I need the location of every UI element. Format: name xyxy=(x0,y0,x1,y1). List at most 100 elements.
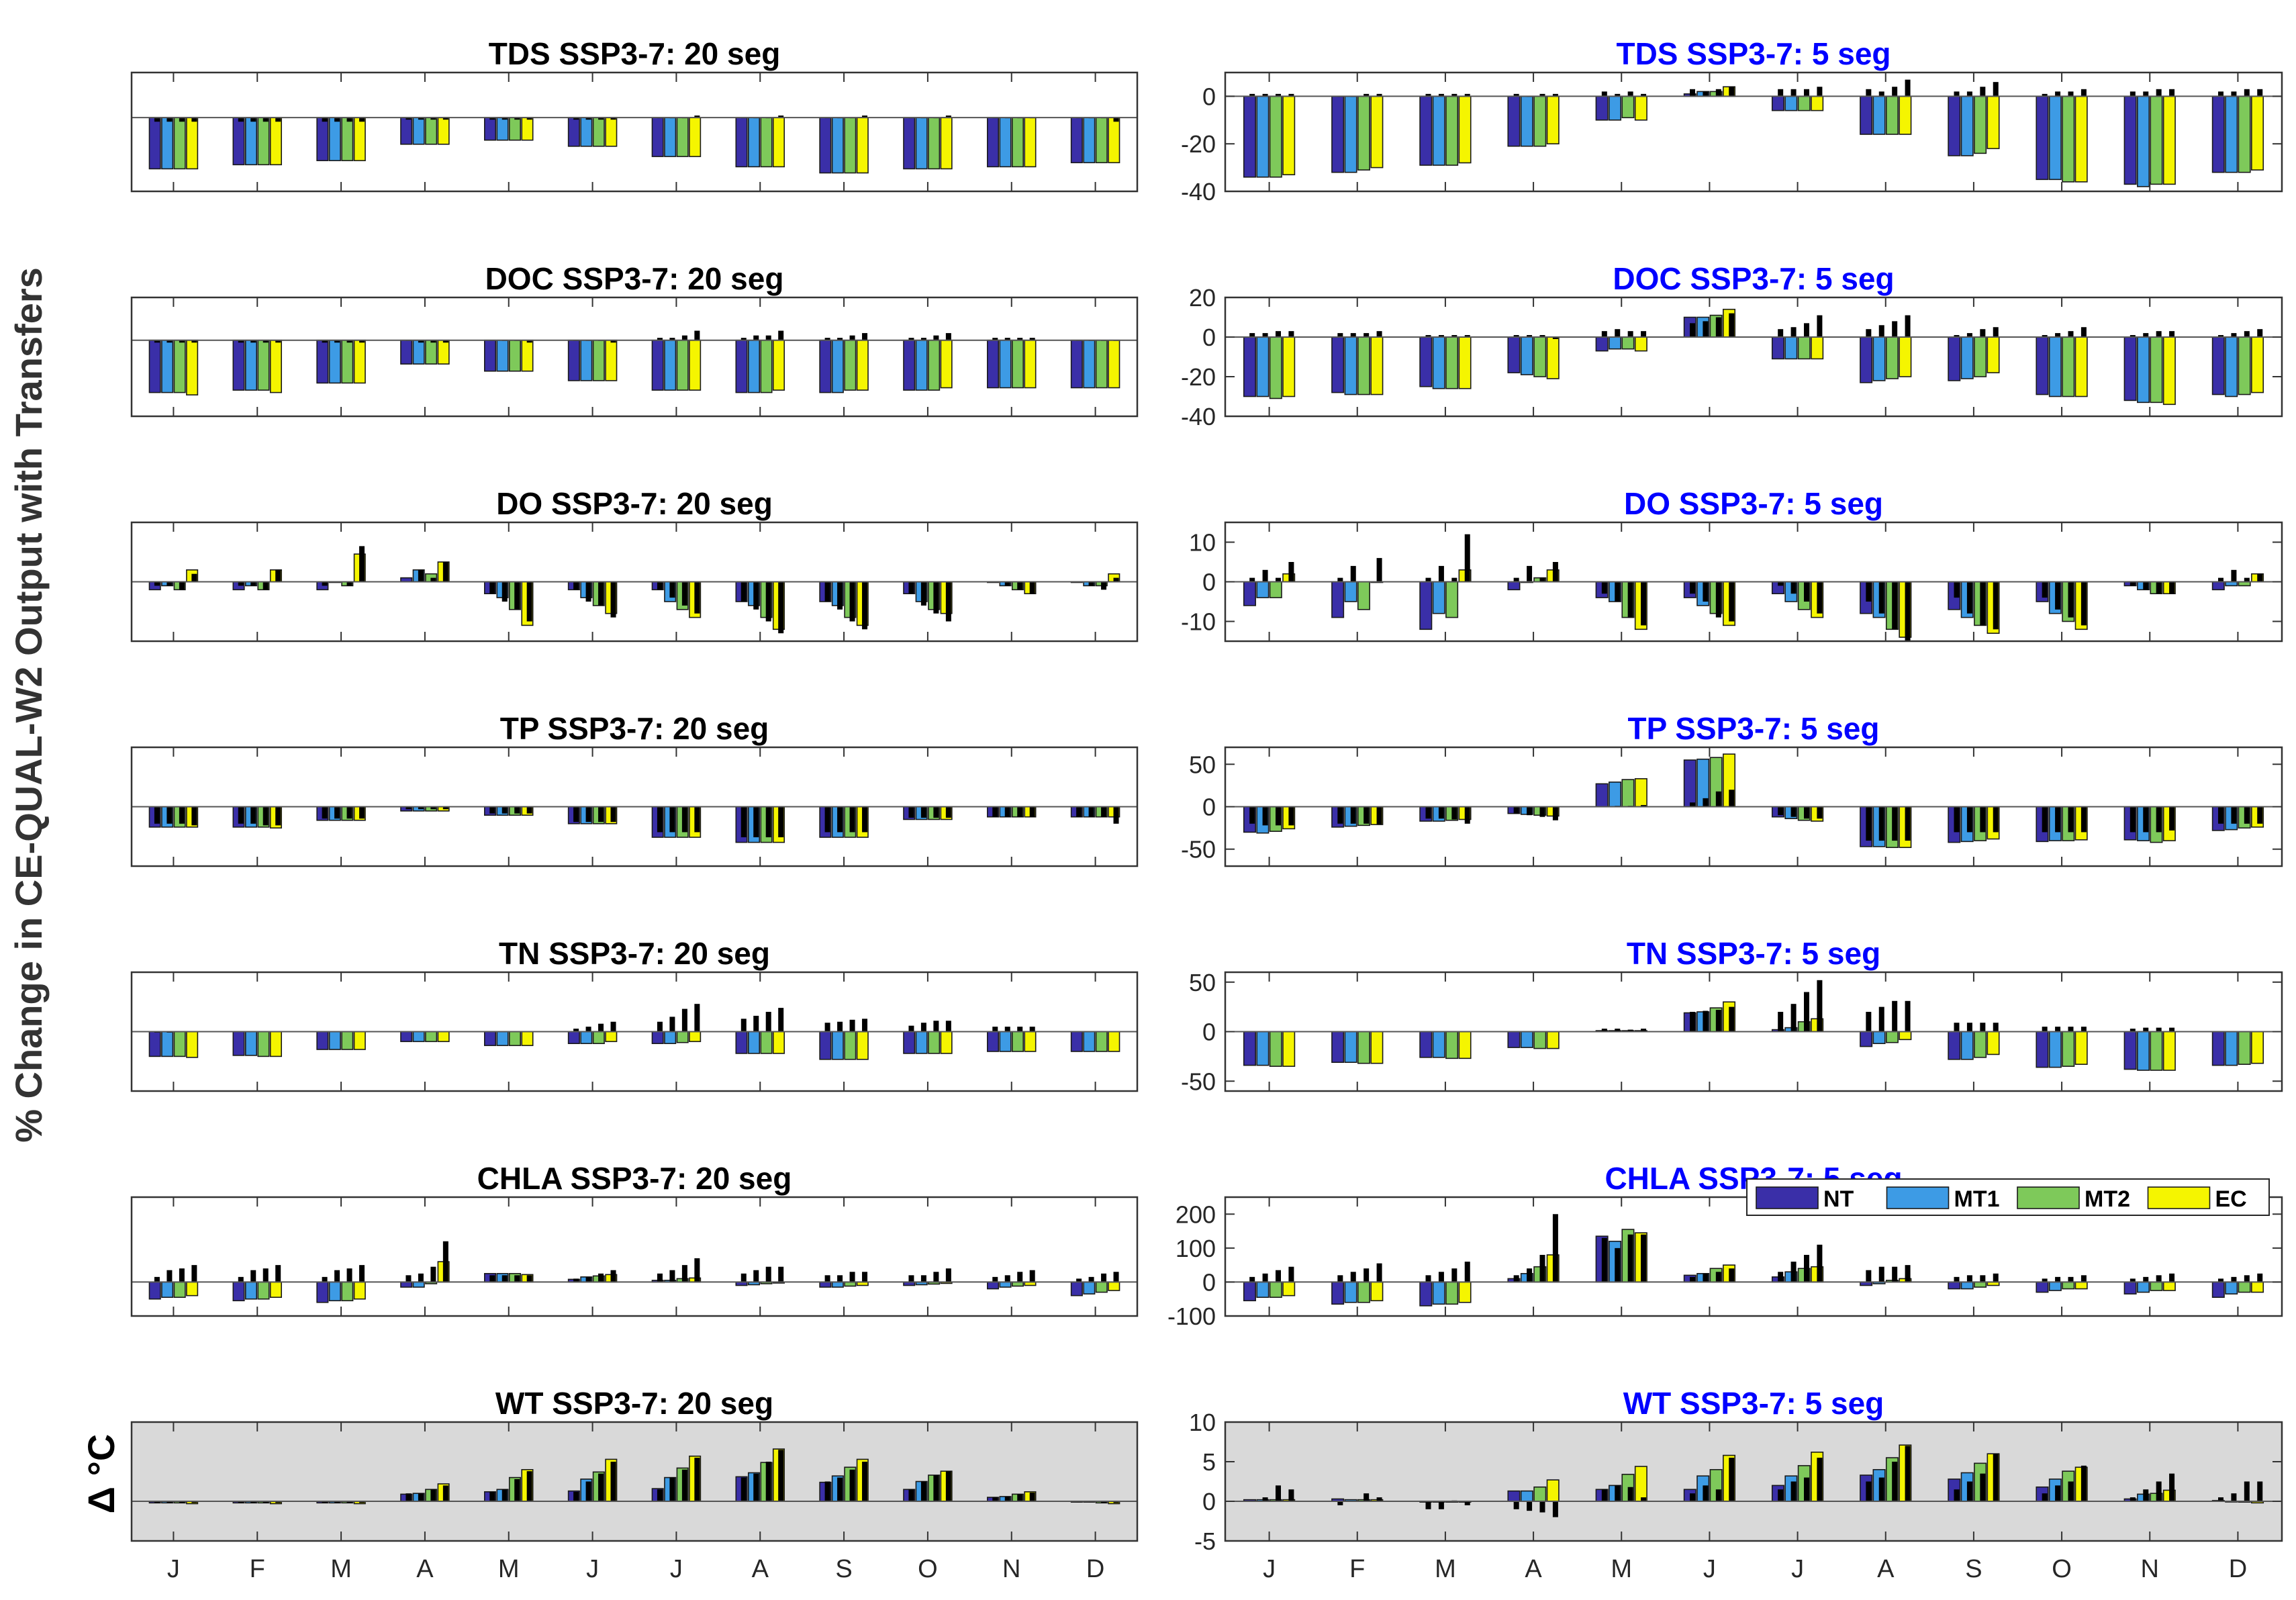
bar-nt-7 xyxy=(651,339,664,391)
bar-mt1-8 xyxy=(747,117,761,168)
overlay-bar xyxy=(1262,1497,1268,1501)
bar-mt1-9 xyxy=(1960,1281,1974,1290)
overlay-bar xyxy=(2042,581,2048,598)
bar-mt1-6 xyxy=(580,339,593,381)
bar-nt-12 xyxy=(2211,1281,2225,1298)
overlay-bar xyxy=(1878,1006,1884,1032)
bar-nt-4 xyxy=(1507,95,1521,147)
overlay-bar xyxy=(1993,327,1999,337)
bar-nt-9 xyxy=(819,339,832,393)
overlay-bar xyxy=(933,1021,939,1032)
overlay-bar xyxy=(2080,581,2087,626)
overlay-bar xyxy=(250,1270,256,1282)
overlay-bar xyxy=(322,806,328,819)
panel-doc-ssp3-7-20seg: DOC SSP3-7: 20 seg xyxy=(130,261,1139,418)
overlay-bar xyxy=(1601,1489,1607,1501)
overlay-bar xyxy=(740,1273,747,1282)
overlay-bar xyxy=(334,806,340,819)
bar-mt1-6 xyxy=(580,117,593,147)
bar-ec-2 xyxy=(269,339,283,393)
overlay-bar xyxy=(694,1258,700,1282)
overlay-bar xyxy=(2042,1493,2048,1501)
overlay-bar xyxy=(933,335,939,340)
overlay-bar xyxy=(1878,1477,1884,1501)
overlay-bar xyxy=(1892,1266,1898,1282)
bar-nt-2 xyxy=(1331,581,1345,618)
bar-mt1-10 xyxy=(2048,336,2062,397)
overlay-bar xyxy=(1601,581,1607,594)
overlay-bar xyxy=(1878,1266,1884,1282)
overlay-bar xyxy=(1641,93,1647,97)
overlay-bar xyxy=(573,1029,579,1032)
bar-mt2-10 xyxy=(2062,1281,2075,1290)
bar-nt-1 xyxy=(148,1031,161,1057)
overlay-bar xyxy=(501,806,508,814)
bar-mt2-2 xyxy=(1357,581,1370,610)
bar-ec-11 xyxy=(2162,95,2176,185)
overlay-bar xyxy=(657,1489,663,1501)
bar-nt-12 xyxy=(2211,336,2225,395)
overlay-bar xyxy=(933,1272,939,1282)
overlay-bar xyxy=(1980,329,1986,337)
bar-mt2-1 xyxy=(1269,581,1282,598)
month-label: A xyxy=(416,1555,434,1583)
overlay-bar xyxy=(275,806,281,826)
bar-ec-1 xyxy=(186,339,199,395)
bar-mt2-4 xyxy=(1533,1486,1547,1502)
overlay-bar xyxy=(1425,1275,1431,1282)
overlay-bar xyxy=(1690,323,1696,337)
bar-nt-12 xyxy=(1070,339,1083,389)
overlay-bar xyxy=(1029,806,1035,817)
overlay-bar xyxy=(1601,331,1607,337)
overlay-bar xyxy=(418,569,424,582)
bar-mt2-1 xyxy=(1269,95,1282,178)
bar-mt1-11 xyxy=(2137,95,2150,187)
overlay-bar xyxy=(179,581,185,590)
overlay-bar xyxy=(681,335,687,340)
bar-mt1-4 xyxy=(412,1031,425,1043)
bar-mt2-7 xyxy=(676,1031,689,1043)
bar-ec-5 xyxy=(521,339,534,372)
overlay-bar xyxy=(1866,329,1872,337)
overlay-bar xyxy=(418,806,424,810)
overlay-bar xyxy=(585,1276,591,1282)
bar-ec-12 xyxy=(2251,336,2264,393)
bar-nt-4 xyxy=(400,339,413,365)
overlay-bar xyxy=(1866,1012,1872,1032)
overlay-bar xyxy=(669,806,675,833)
overlay-bar xyxy=(920,581,926,606)
overlay-bar xyxy=(1513,1275,1519,1282)
overlay-bar xyxy=(908,338,914,340)
overlay-bar xyxy=(2244,1275,2250,1282)
y-tick-label: 100 xyxy=(1176,1235,1216,1262)
bar-mt2-1 xyxy=(173,1281,186,1298)
bar-mt1-12 xyxy=(1083,1281,1096,1295)
panel-tp-ssp3-7-5seg: TP SSP3-7: 5 seg 50 0 -50 xyxy=(1181,711,2283,867)
overlay-bar xyxy=(1778,1012,1784,1032)
overlay-bar xyxy=(1539,1254,1545,1282)
month-label: N xyxy=(1002,1555,1020,1583)
overlay-bar xyxy=(1993,581,1999,630)
overlay-bar xyxy=(359,546,365,582)
overlay-bar xyxy=(945,581,951,622)
overlay-bar xyxy=(1288,93,1294,97)
bar-mt1-7 xyxy=(664,117,677,157)
bar-mt2-2 xyxy=(1357,95,1370,171)
overlay-bar xyxy=(2218,1278,2224,1282)
overlay-bar xyxy=(1464,534,1470,582)
overlay-bar xyxy=(862,581,868,630)
overlay-bar xyxy=(501,581,508,602)
y-tick-label: 5 xyxy=(1202,1448,1216,1476)
bar-nt-8 xyxy=(735,339,748,393)
month-label: N xyxy=(2141,1555,2159,1583)
bar-nt-11 xyxy=(2123,1031,2137,1070)
overlay-bar xyxy=(573,1491,579,1501)
overlay-bar xyxy=(2156,1275,2162,1282)
bar-ec-1 xyxy=(186,1281,199,1297)
bar-mt2-8 xyxy=(760,117,773,168)
bar-nt-11 xyxy=(986,117,1000,168)
overlay-bar xyxy=(179,1268,185,1282)
overlay-bar xyxy=(334,340,340,343)
bar-mt2-5 xyxy=(508,1031,522,1046)
